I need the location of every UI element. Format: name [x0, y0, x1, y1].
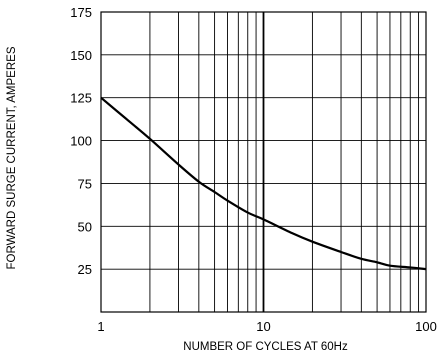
y-axis-label: FORWARD SURGE CURRENT, AMPERES	[6, 46, 18, 269]
curve-layer	[100, 96, 427, 271]
y-tick-label: 100	[70, 134, 92, 149]
x-tick-labels: 1 10 100	[97, 319, 436, 334]
y-tick-label: 175	[70, 5, 92, 20]
x-tick-label: 1	[97, 319, 104, 334]
plot-frame	[100, 11, 427, 313]
y-tick-label: 25	[78, 262, 92, 277]
plot-border	[100, 11, 427, 313]
x-tick-label: 10	[256, 319, 270, 334]
x-axis-label: NUMBER OF CYCLES AT 60Hz	[183, 341, 348, 353]
y-tick-label: 50	[78, 219, 92, 234]
y-tick-label: 150	[70, 48, 92, 63]
y-tick-labels: 25 50 75 100 125 150 175	[70, 5, 92, 277]
chart-grid	[101, 11, 426, 312]
y-tick-label: 75	[78, 176, 92, 191]
x-tick-label: 100	[415, 319, 437, 334]
surge-current-curve	[100, 96, 427, 271]
y-tick-label: 125	[70, 91, 92, 106]
